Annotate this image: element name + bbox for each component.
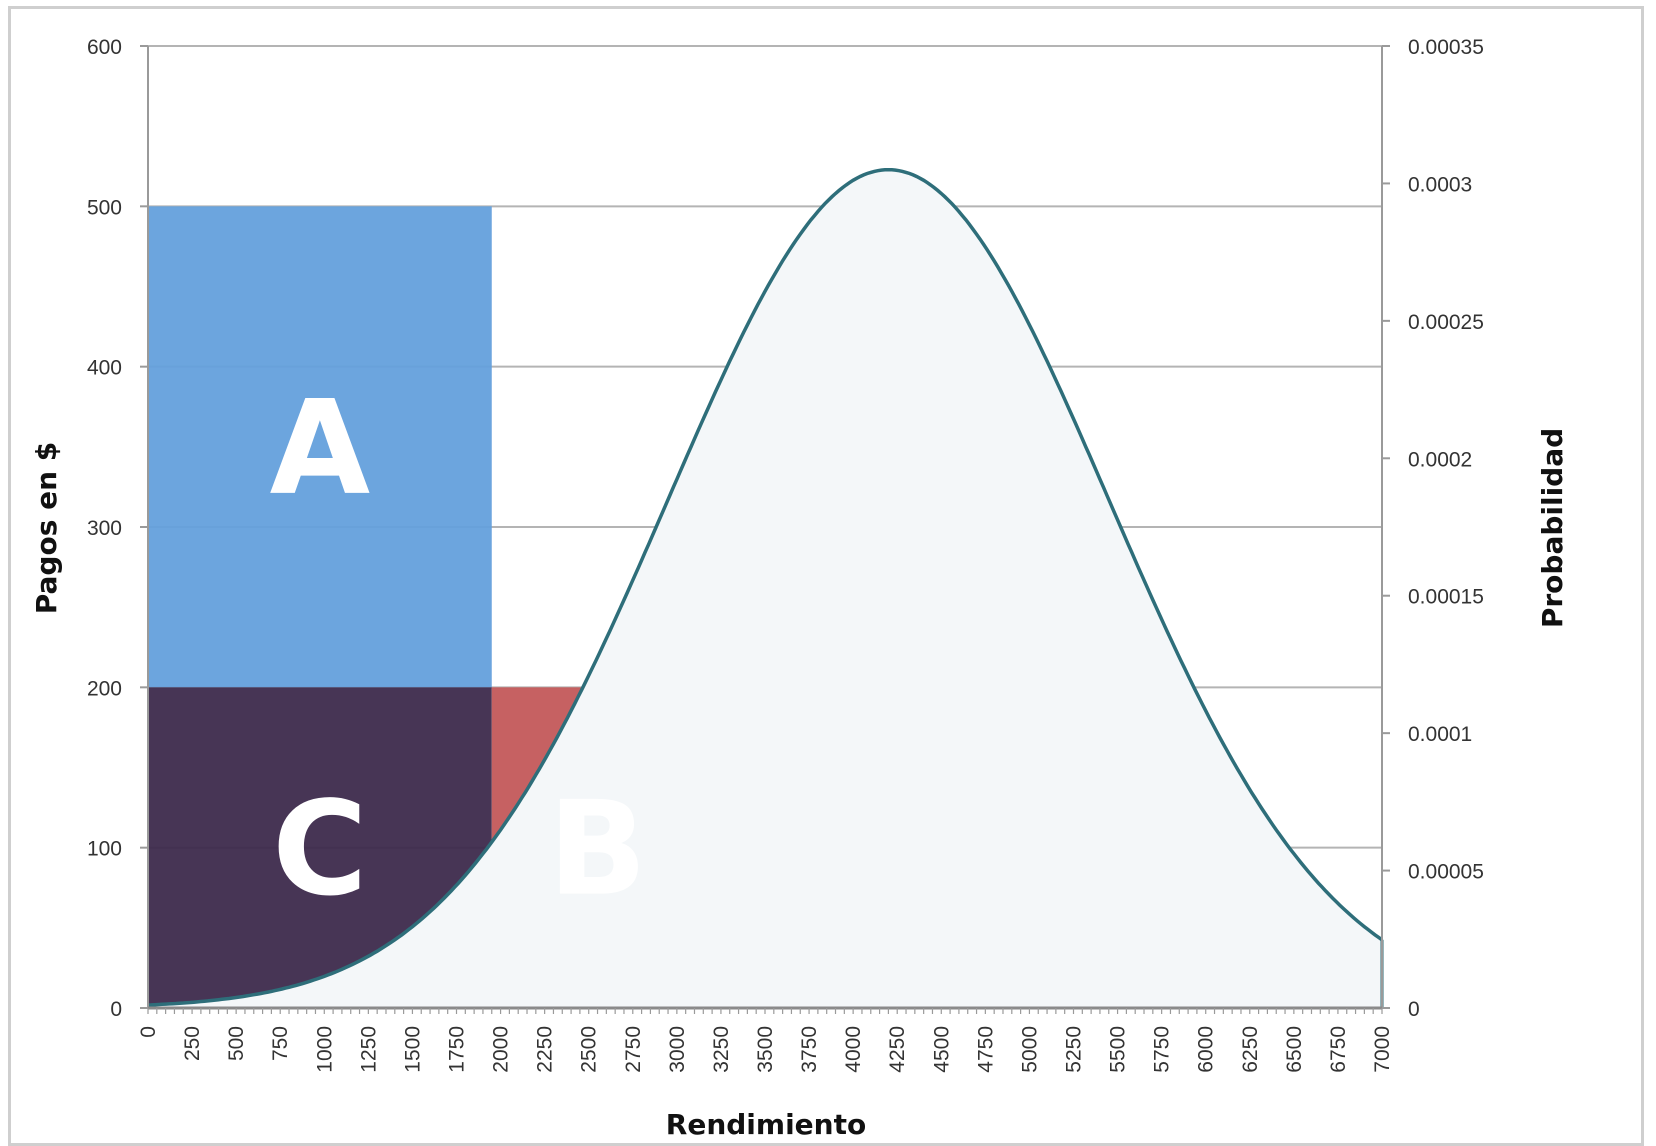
right-y-tick-label: 0.00035 [1408,36,1484,59]
x-tick-label: 3250 [710,1026,733,1073]
left-y-tick-label: 0 [110,998,122,1021]
left-y-tick-label: 200 [87,677,122,700]
region-labels: A C B [270,372,648,925]
right-y-tick-label: 0.00015 [1408,586,1484,609]
x-tick-label: 2500 [578,1026,601,1073]
x-tick-label: 3750 [798,1026,821,1073]
x-tick-label: 4000 [842,1026,865,1073]
x-tick-label: 7000 [1371,1026,1394,1073]
x-tick-label: 2000 [490,1026,513,1073]
x-tick-label: 6250 [1239,1026,1262,1073]
x-tick-label: 2750 [622,1026,645,1073]
left-y-tick-label: 300 [87,517,122,540]
x-tick-label: 5000 [1018,1026,1041,1073]
x-tick-label: 1500 [401,1026,424,1073]
x-axis-title: Rendimiento [666,1108,866,1141]
x-tick-label: 1750 [446,1026,469,1073]
axes: 0 250 500 750 1000 1250 1500 1750 2000 2250 2500 27… [87,36,1484,1073]
right-y-tick-label: 0 [1408,998,1420,1021]
left-y-tick-label: 500 [87,196,122,219]
x-tick-label: 750 [269,1026,292,1061]
region-label-b: B [548,773,647,925]
region-label-c: C [272,773,367,925]
region-label-a: A [270,372,371,524]
x-tick-label: 1250 [357,1026,380,1073]
x-tick-label: 6750 [1327,1026,1350,1073]
x-tick-label: 5750 [1151,1026,1174,1073]
x-tick-label: 250 [181,1026,204,1061]
left-y-tick-label: 400 [87,357,122,380]
left-y-tick-label: 100 [87,838,122,861]
probability-area [148,169,1382,1008]
left-y-axis-title: Pagos en $ [30,442,63,615]
x-tick-label: 4750 [974,1026,997,1073]
left-y-tick-label: 600 [87,36,122,59]
x-tick-label: 4500 [930,1026,953,1073]
right-y-axis-title: Probabilidad [1536,428,1569,628]
right-y-tick-label: 0.00005 [1408,861,1484,884]
right-y-tick-label: 0.0001 [1408,723,1472,746]
right-y-tick-label: 0.0002 [1408,448,1472,471]
x-tick-label: 3000 [666,1026,689,1073]
probability-curve [147,167,1384,1007]
x-tick-label: 3500 [754,1026,777,1073]
x-tick-label: 5250 [1063,1026,1086,1073]
x-tick-label: 6000 [1195,1026,1218,1073]
x-tick-label: 1000 [313,1026,336,1073]
x-tick-label: 2250 [534,1026,557,1073]
x-tick-label: 6500 [1283,1026,1306,1073]
x-tick-label: 5500 [1107,1026,1130,1073]
right-y-tick-label: 0.0003 [1408,173,1472,196]
region-a [148,206,492,688]
x-tick-label: 0 [137,1026,160,1038]
x-tick-label: 500 [225,1026,248,1061]
right-y-tick-label: 0.00025 [1408,311,1484,334]
x-tick-label: 4250 [886,1026,909,1073]
